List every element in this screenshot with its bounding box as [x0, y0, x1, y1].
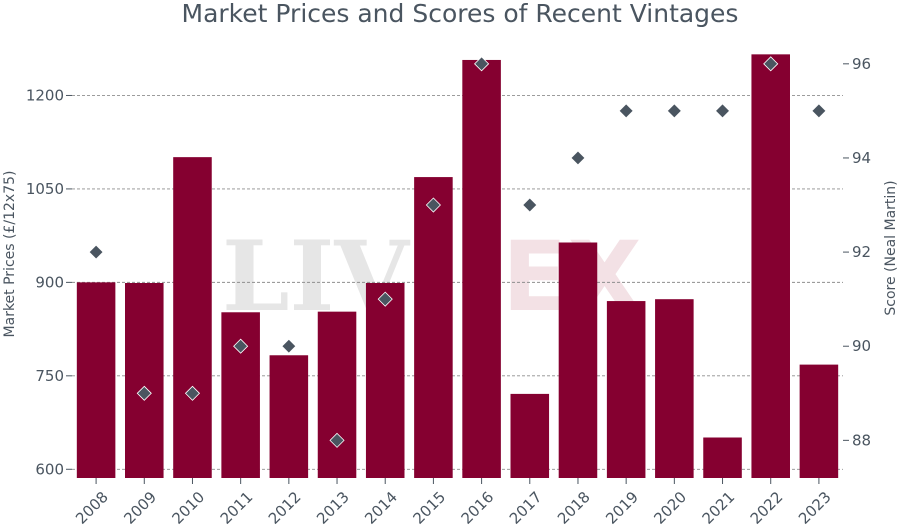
- x-tick-label: 2017: [506, 488, 546, 528]
- score-marker: [763, 56, 779, 72]
- bar: [510, 393, 550, 478]
- x-tick-label: 2015: [409, 488, 449, 528]
- score-marker: [714, 103, 731, 119]
- right-tick-label: 90: [852, 337, 871, 355]
- score-marker: [570, 150, 586, 166]
- x-tick-label: 2013: [313, 488, 353, 528]
- bar: [365, 282, 405, 478]
- left-tick-label: 900: [35, 273, 64, 291]
- bar: [751, 54, 790, 478]
- x-tick-label: 2019: [602, 488, 642, 528]
- bar: [799, 364, 839, 478]
- right-axis-label: Score (Neal Martin): [883, 180, 899, 315]
- left-axis-label: Market Prices (£/12x75): [2, 171, 18, 338]
- score-marker: [377, 291, 393, 307]
- x-tick-label: 2011: [217, 488, 257, 528]
- bars: [76, 54, 839, 479]
- left-tick-label: 1050: [26, 180, 64, 198]
- bar: [414, 177, 453, 479]
- score-marker: [136, 385, 152, 401]
- bar: [125, 282, 164, 478]
- chart-title: Market Prices and Scores of Recent Vinta…: [182, 0, 739, 28]
- bar: [462, 59, 501, 479]
- x-tick-label: 2012: [265, 488, 305, 528]
- score-marker: [88, 244, 104, 260]
- x-tick-label: 2014: [361, 488, 401, 528]
- bar: [269, 355, 309, 478]
- x-tick-label: 2009: [120, 488, 160, 528]
- x-tick-label: 2023: [795, 488, 835, 528]
- bar: [606, 301, 646, 478]
- x-tick-label: 2010: [168, 488, 208, 528]
- score-marker: [425, 197, 441, 213]
- x-tick-label: 2020: [650, 488, 690, 528]
- x-tick-label: 2008: [72, 488, 112, 528]
- bar: [558, 242, 598, 478]
- bar: [317, 311, 357, 478]
- left-axis-ticks: 600 750 900 1050 1200: [26, 86, 72, 478]
- right-tick-label: 96: [852, 55, 871, 73]
- score-marker: [666, 103, 682, 119]
- right-tick-label: 88: [852, 431, 871, 449]
- score-markers: [88, 56, 827, 448]
- left-tick-label: 1200: [26, 86, 64, 104]
- score-marker: [811, 103, 827, 119]
- x-tick-label: 2016: [458, 488, 498, 528]
- score-marker: [618, 103, 634, 119]
- bar: [173, 157, 212, 478]
- right-axis-ticks: 88 90 92 94 96: [843, 55, 871, 449]
- x-tick-label: 2021: [699, 488, 739, 528]
- score-marker: [233, 338, 249, 354]
- bar: [221, 312, 260, 478]
- score-marker: [522, 197, 538, 213]
- x-tick-label: 2018: [554, 488, 594, 528]
- x-tick-label: 2022: [747, 488, 787, 528]
- score-marker: [329, 432, 345, 448]
- left-tick-label: 600: [35, 460, 64, 478]
- right-tick-label: 92: [852, 243, 871, 261]
- left-tick-label: 750: [35, 367, 64, 385]
- score-marker: [184, 385, 201, 401]
- score-marker: [474, 56, 490, 72]
- bar: [655, 299, 694, 478]
- bar: [703, 437, 742, 478]
- score-marker: [281, 338, 297, 354]
- right-tick-label: 94: [852, 149, 871, 167]
- bar: [76, 282, 116, 478]
- x-axis-ticks: 2008 2009 2010 2011 2012 2013 2014 2015 2016 2017…: [72, 478, 835, 528]
